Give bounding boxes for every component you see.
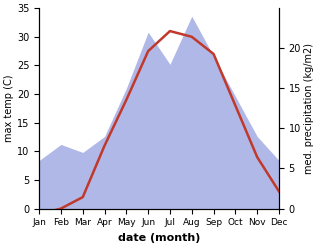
Y-axis label: max temp (C): max temp (C): [4, 75, 14, 142]
X-axis label: date (month): date (month): [118, 233, 200, 243]
Y-axis label: med. precipitation (kg/m2): med. precipitation (kg/m2): [304, 43, 314, 174]
